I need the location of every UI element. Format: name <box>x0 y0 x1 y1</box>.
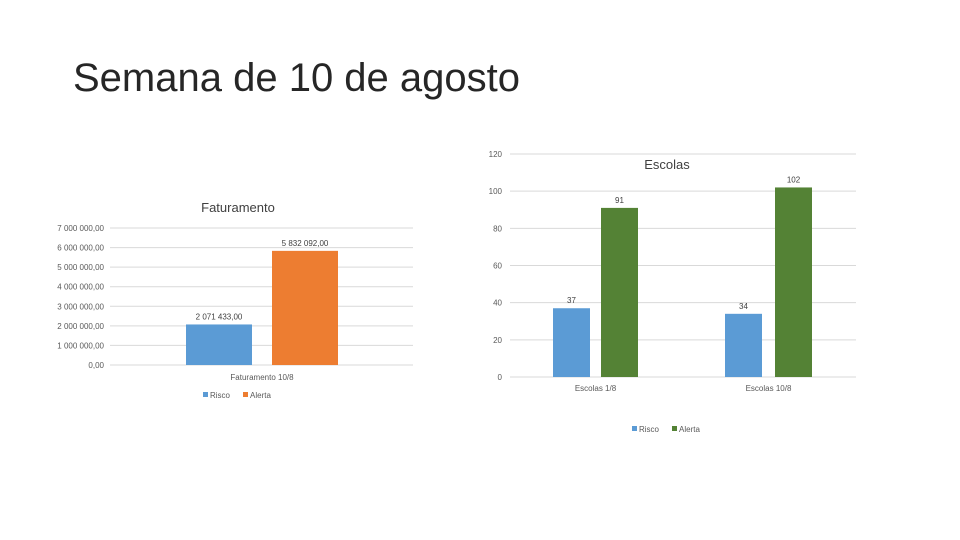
slide-title: Semana de 10 de agosto <box>73 56 521 100</box>
escolas-category-label: Escolas 1/8 <box>575 384 617 393</box>
faturamento-bar-alerta <box>272 250 338 365</box>
escolas-ytick-label: 0 <box>498 373 503 382</box>
escolas-ytick-label: 60 <box>493 262 502 271</box>
faturamento-ytick-label: 4 000 000,00 <box>57 283 104 292</box>
escolas-legend-label: Risco <box>639 425 660 434</box>
escolas-bar-risco <box>553 308 590 377</box>
escolas-ytick-label: 100 <box>489 187 503 196</box>
faturamento-ytick-label: 0,00 <box>88 361 104 370</box>
escolas-category-label: Escolas 10/8 <box>746 384 792 393</box>
escolas-legend-swatch <box>672 426 677 431</box>
faturamento-ytick-label: 7 000 000,00 <box>57 224 104 233</box>
escolas-ytick-label: 40 <box>493 299 502 308</box>
faturamento-legend-swatch <box>243 392 248 397</box>
faturamento-ytick-label: 1 000 000,00 <box>57 341 104 350</box>
escolas-bar-risco <box>725 313 762 377</box>
faturamento-ytick-label: 3 000 000,00 <box>57 302 104 311</box>
escolas-bar-alerta <box>775 187 812 377</box>
escolas-ytick-label: 80 <box>493 224 502 233</box>
escolas-ytick-label: 20 <box>493 336 502 345</box>
faturamento-ytick-label: 6 000 000,00 <box>57 244 104 253</box>
faturamento-bar-risco <box>186 324 252 365</box>
escolas-ytick-label: 120 <box>489 150 503 159</box>
escolas-data-label: 34 <box>739 302 748 311</box>
escolas-legend-swatch <box>632 426 637 431</box>
escolas-data-label: 102 <box>787 175 801 184</box>
faturamento-legend-swatch <box>203 392 208 397</box>
escolas-data-label: 91 <box>615 196 624 205</box>
escolas-chart-title: Escolas <box>644 157 690 172</box>
faturamento-ytick-label: 5 000 000,00 <box>57 263 104 272</box>
escolas-data-label: 37 <box>567 296 576 305</box>
faturamento-data-label: 2 071 433,00 <box>196 312 243 321</box>
escolas-bar-alerta <box>601 207 638 377</box>
faturamento-legend-label: Alerta <box>250 391 271 400</box>
faturamento-legend-label: Risco <box>210 391 231 400</box>
faturamento-data-label: 5 832 092,00 <box>282 239 329 248</box>
faturamento-chart-title: Faturamento <box>201 200 275 215</box>
escolas-legend-label: Alerta <box>679 425 700 434</box>
faturamento-category-label: Faturamento 10/8 <box>230 373 294 382</box>
faturamento-ytick-label: 2 000 000,00 <box>57 322 104 331</box>
